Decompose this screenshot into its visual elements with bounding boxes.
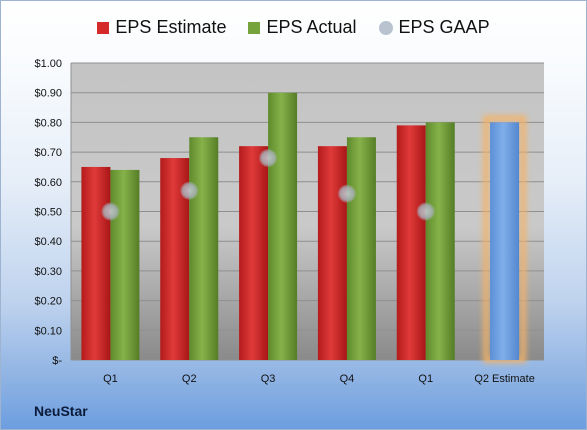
x-tick-label: Q1: [418, 373, 433, 385]
y-tick-label: $1.00: [34, 58, 62, 70]
x-tick-label: Q1: [103, 373, 118, 385]
y-tick-label: $0.90: [34, 88, 62, 100]
x-tick-label: Q2 Estimate: [474, 373, 535, 385]
legend-label-actual: EPS Actual: [266, 17, 357, 37]
company-name: NeuStar: [34, 403, 88, 419]
bar-eps-estimate: [81, 166, 111, 360]
legend-swatch-estimate: [97, 21, 110, 34]
y-tick-label: $0.60: [34, 177, 62, 189]
x-tick-label: Q2: [182, 373, 197, 385]
point-eps-gaap: [101, 202, 120, 221]
y-tick-label: $0.80: [34, 117, 62, 129]
bar-eps-estimate: [239, 146, 269, 360]
bar-eps-estimate: [396, 125, 426, 361]
legend-label-estimate: EPS Estimate: [115, 17, 227, 37]
legend: EPS Estimate EPS Actual EPS GAAP: [1, 17, 586, 38]
legend-item-gaap: EPS GAAP: [378, 17, 490, 38]
bar-eps-actual: [189, 137, 219, 360]
legend-item-actual: EPS Actual: [248, 17, 357, 38]
x-tick-label: Q4: [340, 373, 355, 385]
legend-swatch-actual: [248, 21, 261, 34]
y-tick-label: $0.70: [34, 147, 62, 159]
y-tick-label: $0.10: [34, 325, 62, 337]
y-tick-label: $0.40: [34, 236, 62, 248]
legend-label-gaap: EPS GAAP: [398, 17, 490, 37]
y-tick-label: $0.30: [34, 266, 62, 278]
y-tick-label: $0.50: [34, 207, 62, 219]
bar-eps-actual: [346, 137, 376, 360]
bar-eps-actual: [268, 92, 298, 360]
point-eps-gaap: [180, 181, 199, 200]
point-eps-gaap: [259, 149, 278, 168]
legend-swatch-gaap: [378, 20, 393, 35]
x-tick-label: Q3: [261, 373, 276, 385]
y-tick-label: $0.20: [34, 296, 62, 308]
bar-eps-estimate: [317, 146, 347, 360]
point-eps-gaap: [337, 184, 356, 203]
bar-eps-actual: [110, 169, 140, 360]
y-tick-label: $-: [52, 355, 62, 367]
bar-eps-actual: [490, 122, 520, 361]
bar-eps-actual: [425, 122, 455, 361]
point-eps-gaap: [416, 202, 435, 221]
legend-item-estimate: EPS Estimate: [97, 17, 226, 38]
